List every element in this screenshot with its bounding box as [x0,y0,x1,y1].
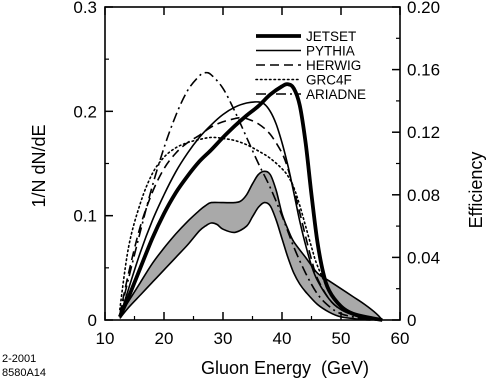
y-tick-label: 0 [88,311,97,330]
y2-tick-label: 0.16 [407,61,440,80]
legend-label-herwig: HERWIG [306,58,361,73]
efficiency-band-layer [119,170,383,321]
x-tick-label: 50 [332,329,351,348]
axis-ticks: 10 20 30 40 50 6000.10.20.300.040.080.120.160… [73,0,440,348]
x-tick-label: 20 [155,329,174,348]
y2-axis-title: Efficiency [466,152,486,229]
series-line-herwig [119,116,377,321]
x-axis-title: Gluon Energy (GeV) [201,358,369,378]
efficiency-band-upper [119,170,383,321]
legend-label-ariadne: ARIADNE [306,87,366,102]
legend-label-grc4f: GRC4F [306,73,352,88]
corner-note-line-1: 2-2001 [2,353,36,365]
y-tick-label: 0.3 [73,0,97,17]
legend-label-jetset: JETSET [306,29,356,44]
x-tick-label: 40 [273,329,292,348]
series-line-pythia [119,101,377,321]
x-tick-label: 60 [391,329,410,348]
y2-tick-label: 0.04 [407,248,440,267]
series-line-grc4f [119,136,378,321]
y-tick-label: 0.2 [73,102,97,121]
corner-note-line-2: 8580A14 [2,367,46,379]
x-tick-label: 30 [214,329,233,348]
y-axis-title: 1/N dN/dE [29,124,49,207]
y2-tick-label: 0 [407,311,416,330]
legend-label-pythia: PYTHIA [306,44,355,59]
y2-tick-label: 0.20 [407,0,440,17]
y2-tick-label: 0.08 [407,186,440,205]
series-line-ariadne [119,71,377,321]
x-tick-label: 10 [96,329,115,348]
y-tick-label: 0.1 [73,207,97,226]
y2-tick-label: 0.12 [407,123,440,142]
efficiency-band-fill [119,171,383,320]
efficiency-band-lower [119,201,371,321]
